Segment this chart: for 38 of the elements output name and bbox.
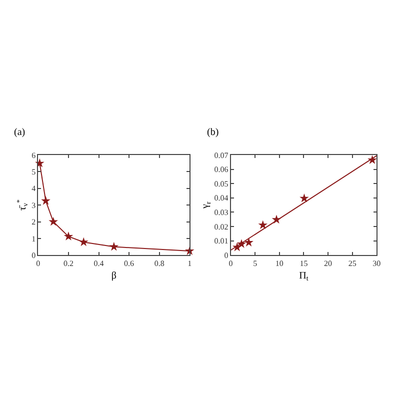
y-tick-label: 0 — [224, 250, 228, 260]
y-tick-label: 2 — [32, 218, 36, 227]
y-tick-label: 0.04 — [214, 194, 228, 203]
chart-title: (b) — [207, 127, 219, 138]
x-tick-label: 0.8 — [154, 258, 164, 268]
x-tick-label: 15 — [300, 258, 308, 268]
point — [258, 220, 268, 230]
point — [244, 238, 254, 247]
y-tick-label: 0 — [32, 250, 36, 260]
y-tick-label: 0.02 — [214, 222, 228, 232]
x-tick-label: 30 — [372, 258, 381, 268]
x-tick-label: 0.2 — [63, 258, 74, 268]
y-tick-label: 3 — [32, 200, 36, 210]
x-axis-title: Π$_{t}$ — [299, 270, 308, 282]
x-tick-label: 10 — [275, 258, 284, 268]
x-tick-label: 1 — [188, 258, 192, 268]
y-tick-label: 0.07 — [214, 150, 228, 160]
x-tick-label: 25 — [348, 258, 356, 268]
x-tick-label: 20 — [324, 258, 332, 268]
y-tick-label: 0.01 — [214, 236, 228, 246]
y-tick-label: 4 — [32, 184, 36, 194]
y-tick-label: 0.05 — [214, 179, 228, 188]
y-tick-label: 1 — [32, 234, 36, 244]
y-tick-label: 5 — [32, 167, 36, 176]
point — [109, 242, 119, 251]
x-tick-label: 0.4 — [94, 258, 104, 268]
point — [64, 232, 74, 240]
x-tick-label: 5 — [253, 258, 258, 268]
y-tick-label: 6 — [32, 150, 36, 160]
x-axis-title: β — [111, 270, 116, 282]
point — [48, 216, 58, 226]
point — [300, 193, 309, 202]
x-tick-label: 0.6 — [124, 258, 134, 268]
point — [41, 196, 50, 205]
point — [78, 237, 88, 246]
y-tick-label: 0.06 — [214, 165, 228, 174]
chart-title: (a) — [14, 127, 26, 138]
y-tick-label: 0.03 — [214, 208, 228, 218]
